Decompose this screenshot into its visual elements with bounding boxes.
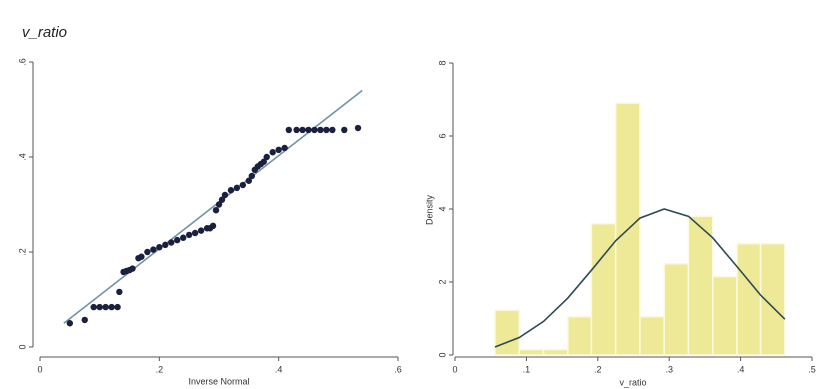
- point: [150, 246, 157, 253]
- x-tick-label: .3: [665, 364, 673, 374]
- x-tick-label: .4: [275, 364, 283, 374]
- point: [311, 126, 318, 134]
- point: [341, 126, 348, 134]
- y-tick-label: 8: [437, 60, 447, 65]
- point: [245, 177, 253, 184]
- y-tick-label: 0: [17, 344, 27, 349]
- point: [305, 126, 312, 134]
- point: [285, 126, 293, 134]
- x-tick-label: .5: [808, 364, 816, 374]
- point: [138, 253, 145, 260]
- bar: [542, 348, 569, 356]
- point: [221, 191, 229, 199]
- point: [212, 207, 220, 214]
- point: [81, 316, 88, 324]
- point: [129, 265, 136, 272]
- point: [354, 124, 362, 132]
- density-curve: [494, 208, 786, 348]
- point: [293, 126, 300, 134]
- y-tick-label: 6: [437, 133, 447, 138]
- point: [263, 153, 270, 161]
- point: [275, 146, 282, 154]
- bar: [639, 315, 665, 356]
- y-axis-label: Density: [424, 194, 434, 225]
- bar: [687, 215, 714, 356]
- point: [248, 172, 256, 180]
- point: [197, 227, 205, 234]
- point: [168, 239, 175, 246]
- point: [162, 241, 169, 249]
- x-tick-label: .4: [737, 364, 745, 374]
- bar: [518, 348, 545, 356]
- point: [66, 320, 74, 327]
- bar: [663, 263, 690, 356]
- point: [108, 303, 115, 311]
- bar: [494, 309, 521, 356]
- point: [191, 229, 199, 237]
- point: [299, 126, 306, 134]
- point: [96, 303, 103, 311]
- y-tick-label: .6: [17, 58, 27, 66]
- chart-title: v_ratio: [22, 24, 67, 41]
- point: [269, 149, 276, 156]
- point: [233, 184, 241, 192]
- point: [215, 201, 223, 208]
- point: [90, 303, 97, 311]
- x-tick-label: .1: [523, 364, 531, 374]
- y-tick-label: .4: [17, 153, 27, 161]
- point: [116, 288, 123, 296]
- point: [156, 244, 163, 251]
- y-tick-label: 4: [437, 206, 447, 211]
- point: [218, 196, 226, 203]
- point: [209, 222, 217, 230]
- point: [227, 187, 235, 194]
- x-axis-label: v_ratio: [619, 377, 646, 387]
- bar: [567, 315, 593, 356]
- point: [281, 144, 288, 152]
- point: [180, 234, 187, 241]
- point: [174, 236, 181, 244]
- bar: [590, 222, 617, 356]
- point: [144, 248, 151, 256]
- x-tick-label: .2: [156, 364, 164, 374]
- bar: [712, 275, 738, 356]
- point: [317, 126, 324, 134]
- point: [329, 126, 336, 134]
- x-tick-label: 0: [452, 364, 457, 374]
- y-tick-label: .2: [17, 248, 27, 256]
- point: [260, 158, 267, 165]
- point: [323, 126, 330, 134]
- x-tick-label: .2: [594, 364, 602, 374]
- y-tick-label: 2: [437, 279, 447, 284]
- bar: [736, 242, 762, 356]
- x-tick-label: .6: [394, 364, 402, 374]
- y-tick-label: 0: [437, 352, 447, 357]
- x-tick-label: 0: [37, 364, 42, 374]
- point: [114, 303, 121, 311]
- point: [239, 181, 247, 189]
- x-axis-label: Inverse Normal: [188, 376, 249, 386]
- point: [185, 231, 193, 239]
- point: [102, 303, 109, 311]
